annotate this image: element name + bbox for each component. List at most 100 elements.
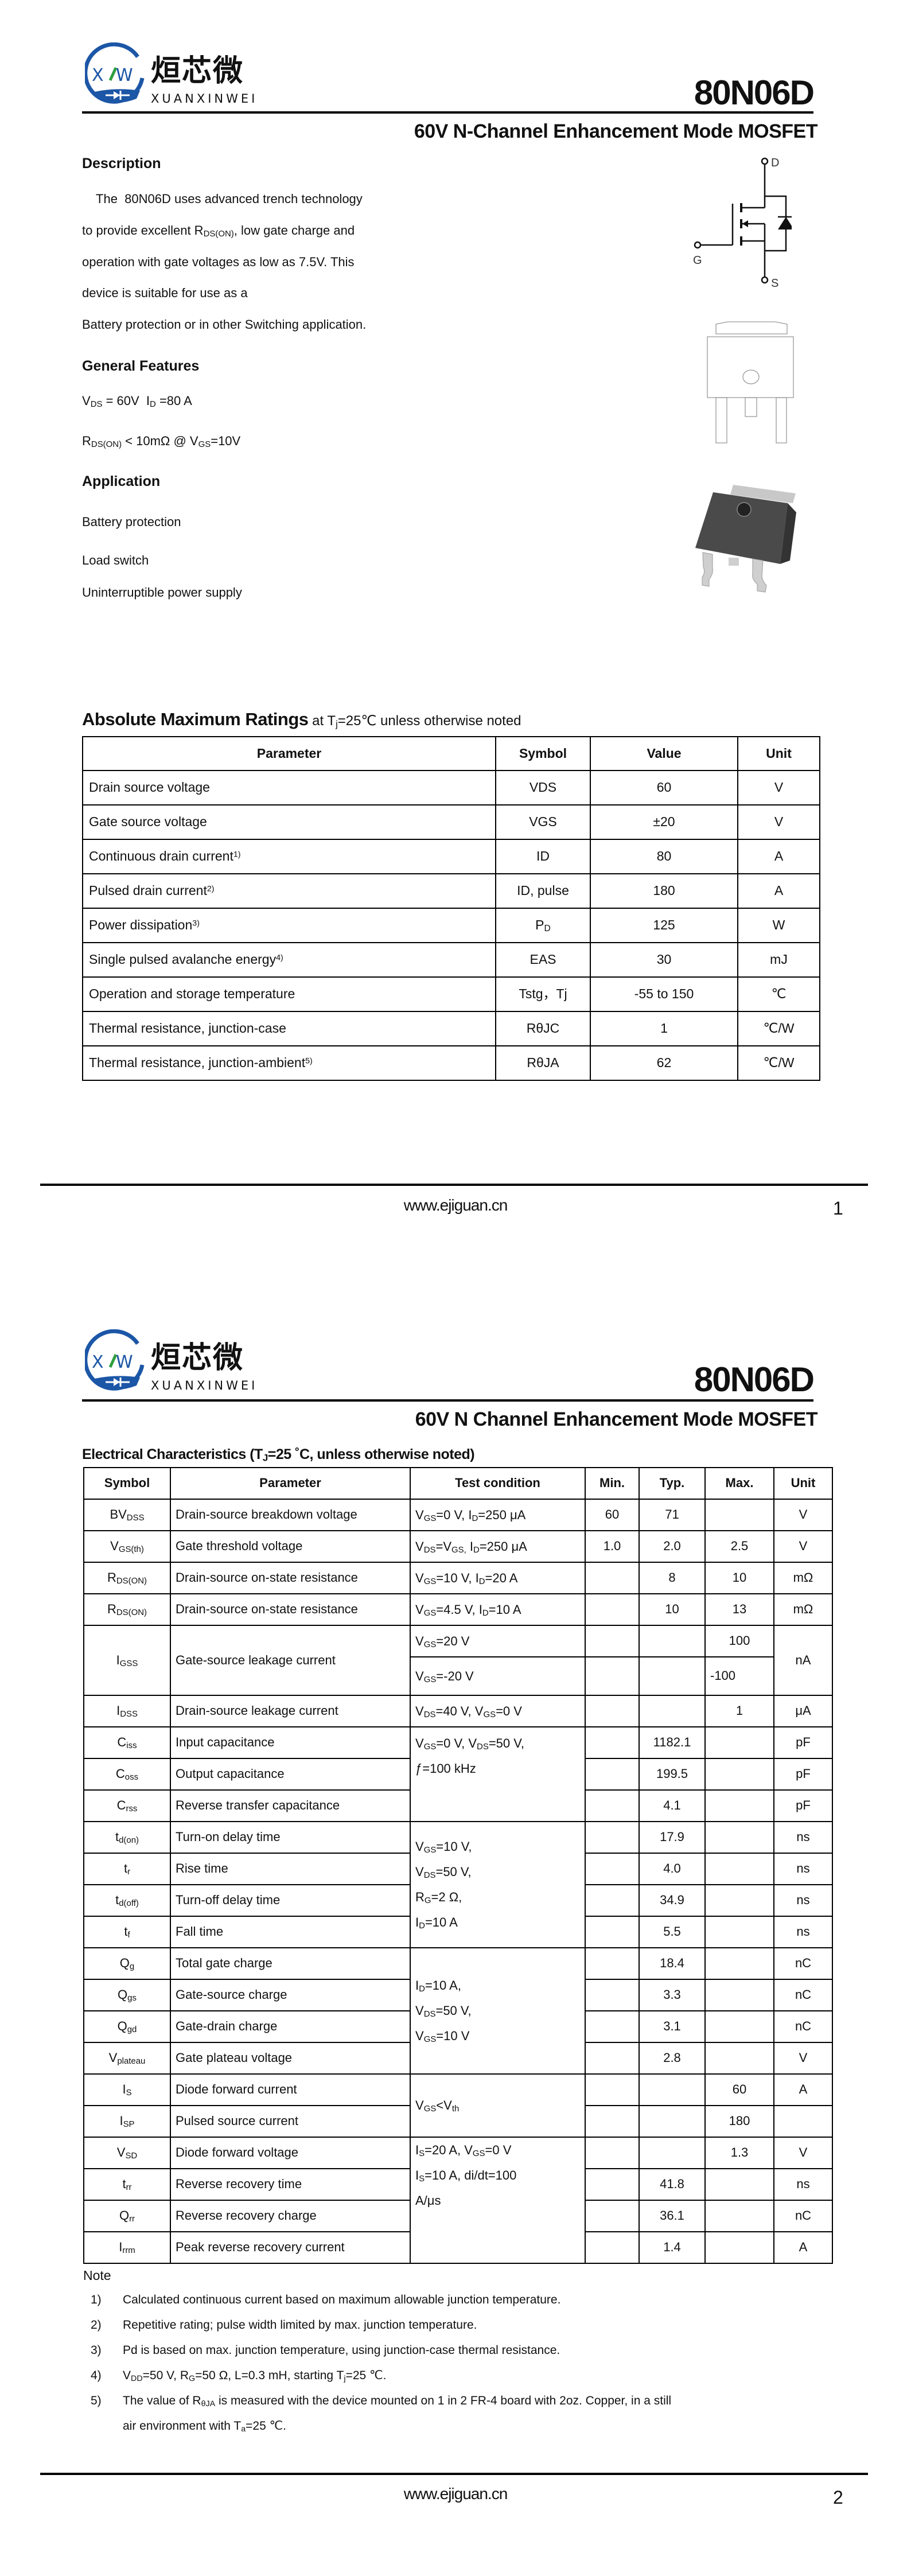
- subscript: DS(ON): [203, 228, 234, 239]
- test-condition-cell: IS=20 A, VGS=0 V IS=10 A, di/dt=100 A/μs: [410, 2137, 586, 2264]
- parameter-cell: Drain-source leakage current: [170, 1695, 411, 1727]
- max-cell: [704, 2168, 774, 2201]
- subscript: GS: [423, 2103, 437, 2114]
- features-heading: General Features: [82, 358, 200, 374]
- test-condition-cell: VDS=40 V, VGS=0 V: [410, 1695, 586, 1727]
- test-condition-line: RG=2 Ω,: [415, 1890, 462, 1905]
- unit-cell: V: [773, 2137, 833, 2169]
- subscript: GS: [423, 2034, 437, 2044]
- min-cell: [585, 1695, 640, 1727]
- part-number-title: 80N06D: [694, 1360, 815, 1399]
- unit-cell: V: [773, 2042, 833, 2075]
- subscript: D: [419, 1920, 425, 1931]
- subscript: GS: [423, 1845, 437, 1855]
- symbol-cell: Irrm: [83, 2231, 171, 2264]
- unit-cell: A: [773, 2231, 833, 2264]
- subscript: D: [419, 1983, 425, 1994]
- value-cell: 62: [590, 1045, 738, 1081]
- symbol-cell: tf: [83, 1916, 171, 1948]
- test-condition-line: VDS=50 V,: [415, 1865, 472, 1880]
- min-cell: [585, 1625, 640, 1657]
- unit-cell: W: [737, 908, 820, 943]
- typ-cell: 8: [639, 1562, 706, 1594]
- symbol-cell: Qgs: [83, 1979, 171, 2011]
- max-cell: [704, 1789, 774, 1822]
- logo-english-text: XUANXINWEI: [151, 1379, 258, 1392]
- subscript: GS: [483, 1709, 496, 1719]
- typ-cell: 4.0: [639, 1853, 706, 1885]
- table-row: Single pulsed avalanche energy4) EAS 30 mJ: [82, 942, 820, 978]
- parameter-cell: Reverse recovery charge: [170, 2200, 411, 2232]
- min-cell: [585, 1947, 640, 1980]
- subscript: S: [419, 2148, 425, 2158]
- parameter-cell: Turn-on delay time: [170, 1821, 411, 1854]
- to252-package-icon: [695, 321, 796, 593]
- typ-cell: 41.8: [639, 2168, 706, 2201]
- company-logo: X W 烜芯微 XUANXINWEI: [83, 1329, 274, 1396]
- max-cell: 2.5: [704, 1530, 774, 1563]
- symbol-cell: RθJC: [495, 1011, 591, 1046]
- column-header: Test condition: [410, 1467, 586, 1500]
- test-condition-line: VGS=4.5 V, ID=10 A: [415, 1602, 521, 1618]
- typ-cell: [639, 2105, 706, 2138]
- max-cell: [704, 2042, 774, 2075]
- subscript: j: [344, 2373, 346, 2383]
- table-row: tf Fall time 5.5 ns: [83, 1916, 833, 1948]
- table-row: Ciss Input capacitance VGS=0 V, VDS=50 V, ƒ…: [83, 1726, 833, 1822]
- min-cell: [585, 1979, 640, 2011]
- test-condition-cell: VGS=0 V, VDS=50 V, ƒ=100 kHz: [410, 1726, 586, 1822]
- test-condition-cell: ID=10 A, VDS=50 V, VGS=10 V: [410, 1947, 586, 2075]
- test-condition-line: ƒ=100 kHz: [415, 1761, 476, 1776]
- symbol-cell: VSD: [83, 2137, 171, 2169]
- min-cell: [585, 1758, 640, 1791]
- subscript: DSS: [126, 1513, 145, 1523]
- note-number: 2): [91, 2318, 102, 2332]
- min-cell: 60: [585, 1499, 640, 1531]
- unit-cell: A: [773, 2073, 833, 2106]
- unit-cell: [773, 2105, 833, 2138]
- subscript: oss: [124, 1772, 139, 1783]
- max-cell: 10: [704, 1562, 774, 1594]
- min-cell: 1.0: [585, 1530, 640, 1563]
- note-text: Repetitive rating; pulse width limited b…: [123, 2318, 477, 2332]
- value-cell: 80: [590, 839, 738, 874]
- test-condition-cell: VGS=20 V: [410, 1625, 586, 1657]
- column-header: Value: [590, 736, 738, 771]
- unit-cell: nC: [773, 1947, 833, 1980]
- test-condition-cell: VGS=4.5 V, ID=10 A: [410, 1593, 586, 1626]
- description-line: The 80N06D uses advanced trench technolo…: [82, 192, 363, 206]
- unit-cell: ns: [773, 1884, 833, 1917]
- page-number: 2: [833, 2487, 843, 2508]
- unit-cell: V: [737, 770, 820, 806]
- typ-cell: 71: [639, 1499, 706, 1531]
- min-cell: [585, 2042, 640, 2075]
- table-row: trr Reverse recovery time 41.8 ns: [83, 2168, 833, 2201]
- max-cell: [704, 2231, 774, 2264]
- unit-cell: V: [773, 1499, 833, 1531]
- svg-text:W: W: [116, 1352, 133, 1372]
- test-condition-cell: VGS=10 V, VDS=50 V, RG=2 Ω, ID=10 A: [410, 1821, 586, 1948]
- unit-cell: mJ: [737, 942, 820, 978]
- parameter-cell: Continuous drain current1): [82, 839, 496, 874]
- table-header-row: Symbol Parameter Test condition Min. Typ. Max…: [83, 1467, 833, 1500]
- parameter-cell: Drain source voltage: [82, 770, 496, 806]
- value-cell: -55 to 150: [590, 976, 738, 1012]
- subscript: DS: [423, 1709, 436, 1719]
- footer-website-link[interactable]: www.ejiguan.cn: [403, 1196, 508, 1214]
- parameter-cell: Rise time: [170, 1853, 411, 1885]
- table-header-row: Parameter Symbol Value Unit: [82, 736, 820, 771]
- test-condition-line: VGS=10 V: [415, 2029, 470, 2044]
- subscript: r: [127, 1867, 131, 1877]
- symbol-cell: Crss: [83, 1789, 171, 1822]
- min-cell: [585, 2231, 640, 2264]
- test-condition-line: VGS<Vth: [415, 2098, 460, 2114]
- absolute-max-ratings-title: Absolute Maximum Ratings at Tj=25℃ unles…: [82, 709, 521, 733]
- footer-website-link[interactable]: www.ejiguan.cn: [403, 2485, 508, 2503]
- max-cell: 100: [704, 1625, 774, 1657]
- column-header: Min.: [585, 1467, 640, 1500]
- max-cell: 1: [704, 1695, 774, 1727]
- subscript: DSS: [120, 1709, 138, 1719]
- electrical-characteristics-table: Symbol Parameter Test condition Min. Typ. Max…: [83, 1467, 833, 2264]
- typ-cell: 199.5: [639, 1758, 706, 1791]
- min-cell: [585, 1593, 640, 1626]
